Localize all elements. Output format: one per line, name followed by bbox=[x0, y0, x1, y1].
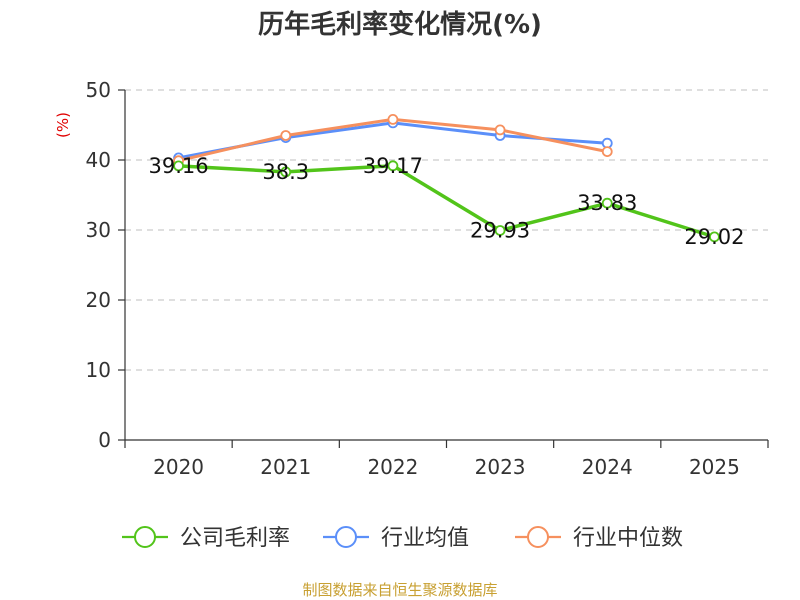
chart-title: 历年毛利率变化情况(%) bbox=[258, 9, 542, 40]
x-tick-label: 2025 bbox=[689, 455, 740, 479]
x-tick-label: 2022 bbox=[367, 455, 418, 479]
data-label: 39.16 bbox=[149, 154, 209, 178]
data-label: 38.3 bbox=[262, 160, 309, 184]
x-tick-label: 2020 bbox=[153, 455, 204, 479]
data-point[interactable] bbox=[709, 231, 720, 243]
data-point[interactable] bbox=[387, 114, 399, 125]
x-tick-label: 2021 bbox=[260, 455, 311, 479]
series-line bbox=[178, 164, 715, 239]
data-label: 29.02 bbox=[684, 225, 744, 249]
data-point[interactable] bbox=[280, 130, 292, 141]
data-label: 39.17 bbox=[363, 154, 423, 178]
legend-label: 行业均值 bbox=[381, 526, 469, 551]
axis-layer: 0 10 20 30 40 50 2020 2021 2022 2023 2024 2025 bbox=[86, 78, 769, 479]
data-point[interactable] bbox=[601, 146, 613, 158]
x-tick-label: 2024 bbox=[582, 455, 633, 479]
y-tick-label: 20 bbox=[86, 288, 111, 312]
legend-swatch-marker bbox=[134, 526, 156, 548]
data-point[interactable] bbox=[494, 225, 506, 236]
legend-label: 公司毛利率 bbox=[180, 526, 290, 551]
y-tick-label: 40 bbox=[86, 148, 111, 172]
y-tick-label: 0 bbox=[98, 428, 111, 452]
legend: 公司毛利率 行业均值 行业中位数 bbox=[122, 526, 683, 551]
legend-label: 行业中位数 bbox=[573, 526, 683, 551]
data-point[interactable] bbox=[173, 160, 184, 172]
x-tick-label: 2023 bbox=[475, 455, 526, 479]
y-tick-label: 50 bbox=[86, 78, 111, 102]
series-2 bbox=[173, 114, 613, 167]
data-label: 29.93 bbox=[470, 218, 530, 242]
data-label: 33.83 bbox=[577, 191, 637, 215]
legend-swatch-marker bbox=[335, 526, 357, 548]
legend-swatch-marker bbox=[527, 526, 549, 548]
legend-item[interactable]: 行业均值 bbox=[323, 526, 469, 551]
data-point[interactable] bbox=[494, 124, 506, 136]
series-layer bbox=[173, 114, 720, 243]
source-note: 制图数据来自恒生聚源数据库 bbox=[302, 581, 497, 599]
y-axis-label: (%) bbox=[54, 112, 72, 138]
grid-layer bbox=[125, 89, 768, 371]
data-point[interactable] bbox=[601, 197, 613, 209]
y-tick-label: 30 bbox=[86, 218, 111, 242]
legend-item[interactable]: 公司毛利率 bbox=[122, 526, 290, 551]
data-point[interactable] bbox=[387, 160, 399, 172]
data-label-layer: 39.16 38.3 39.17 29.93 33.83 29.02 bbox=[149, 154, 745, 249]
data-point[interactable] bbox=[280, 166, 292, 178]
series-0 bbox=[173, 160, 720, 243]
legend-item[interactable]: 行业中位数 bbox=[515, 526, 683, 551]
y-tick-label: 10 bbox=[86, 358, 111, 382]
